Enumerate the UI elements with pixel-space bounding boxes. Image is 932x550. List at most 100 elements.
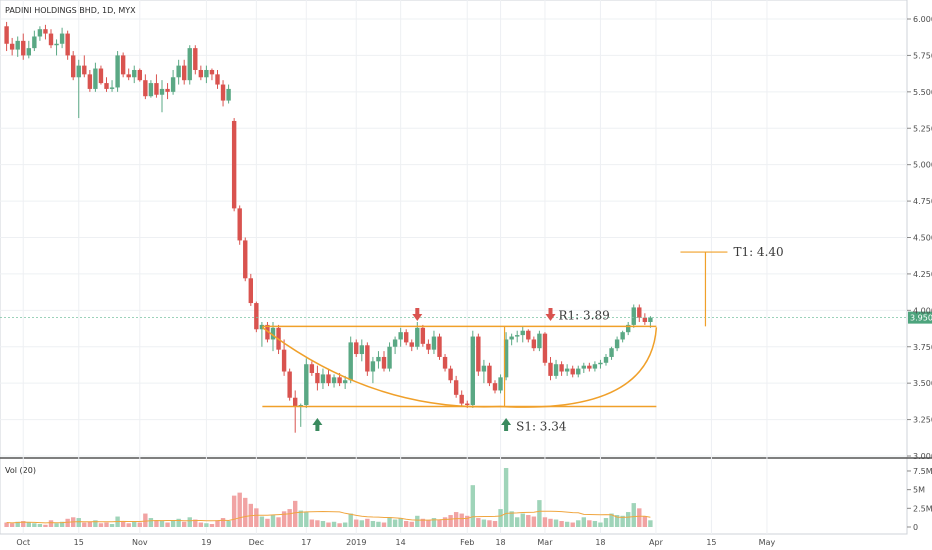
date-tick-label: 18	[595, 538, 605, 547]
price-tick-label: 5.750	[913, 51, 932, 60]
price-tick-label: 3.750	[913, 343, 932, 352]
candle-body	[648, 317, 653, 322]
candle-body	[626, 324, 631, 333]
candle-body	[553, 364, 559, 376]
candle-body	[359, 345, 364, 355]
volume-bar	[387, 517, 392, 527]
candle-body	[120, 55, 126, 75]
date-tick-label: Nov	[132, 538, 148, 547]
candle-body	[93, 68, 98, 89]
price-tick-label: 3.250	[913, 416, 932, 425]
candle-body	[392, 339, 398, 347]
volume-bar	[470, 485, 475, 527]
candle-body	[442, 356, 448, 369]
date-tick-label: May	[759, 538, 776, 547]
volume-bar	[609, 513, 614, 527]
volume-bar	[298, 510, 303, 527]
volume-bar	[204, 523, 209, 527]
volume-bar	[65, 518, 70, 527]
volume-bar	[337, 523, 342, 527]
volume-bar	[614, 515, 620, 527]
volume-bar	[442, 517, 448, 527]
volume-bar	[98, 523, 104, 527]
candle-body	[387, 346, 392, 369]
volume-bar	[15, 521, 20, 527]
candle-body	[43, 29, 48, 34]
volume-bar	[520, 513, 525, 527]
candle-body	[159, 88, 165, 95]
candle-body	[587, 365, 592, 369]
volume-bar	[59, 521, 65, 527]
candle-body	[204, 69, 209, 78]
volume-bar	[365, 518, 370, 527]
volume-bar	[143, 513, 148, 527]
target-label: T1: 4.40	[733, 245, 783, 259]
volume-bar	[437, 519, 442, 527]
candle-body	[32, 36, 37, 49]
candle-body	[381, 356, 387, 369]
volume-bar	[603, 518, 609, 527]
volume-bar	[331, 521, 337, 527]
volume-bar	[176, 518, 181, 527]
candle-body	[342, 380, 348, 384]
candle-body	[193, 48, 198, 70]
candle-body	[426, 343, 431, 350]
volume-bar	[592, 521, 598, 527]
support-arrow-icon-shaft	[504, 425, 509, 431]
price-tick-label: 6.000	[913, 15, 932, 24]
candle-body	[209, 69, 215, 75]
candle-body	[420, 327, 426, 344]
candle-body	[487, 365, 492, 384]
candle-body	[248, 278, 253, 304]
candle-body	[481, 365, 487, 372]
last-price-label: 3.950	[910, 314, 932, 323]
candle-body	[231, 120, 237, 209]
support-arrow-icon	[501, 418, 512, 425]
volume-bar	[270, 515, 276, 527]
volume-bar	[104, 522, 109, 527]
candle-body	[182, 65, 187, 81]
candle-body	[526, 330, 531, 340]
volume-bar	[182, 521, 187, 527]
volume-ma-line	[6, 510, 651, 524]
price-tick-label: 3.500	[913, 379, 932, 388]
candle-body	[148, 83, 154, 97]
volume-bar	[526, 515, 531, 527]
volume-bar	[320, 521, 326, 527]
volume-bar	[631, 503, 636, 527]
date-tick-label: 19	[201, 538, 211, 547]
candle-body	[620, 332, 625, 340]
volume-bar	[43, 524, 48, 527]
resistance-arrow-icon-shaft	[415, 308, 420, 314]
candle-body	[26, 48, 31, 56]
candle-body	[476, 336, 481, 372]
volume-bar	[476, 518, 481, 527]
candle-body	[270, 327, 276, 340]
candle-body	[570, 368, 575, 375]
candle-body	[37, 29, 43, 37]
candle-body	[237, 208, 242, 241]
volume-bar	[498, 509, 503, 527]
volume-bar	[420, 518, 426, 527]
volume-bar	[453, 512, 459, 527]
volume-label: Vol (20)	[5, 466, 36, 475]
volume-bar	[348, 513, 353, 527]
candle-body	[376, 356, 381, 362]
volume-bar	[287, 509, 292, 527]
candle-body	[520, 330, 525, 336]
candle-body	[137, 69, 142, 81]
volume-bar	[415, 515, 420, 527]
volume-bar	[9, 523, 15, 527]
date-tick-label: Feb	[460, 538, 474, 547]
date-tick-label: 17	[301, 538, 311, 547]
candle-body	[437, 336, 442, 357]
volume-bar	[226, 521, 231, 527]
candle-body	[126, 74, 131, 78]
volume-bar	[187, 517, 192, 527]
candle-body	[54, 43, 59, 46]
candle-body	[592, 364, 598, 369]
candle-body	[315, 372, 320, 384]
volume-bar	[170, 520, 176, 527]
candle-body	[453, 380, 459, 395]
